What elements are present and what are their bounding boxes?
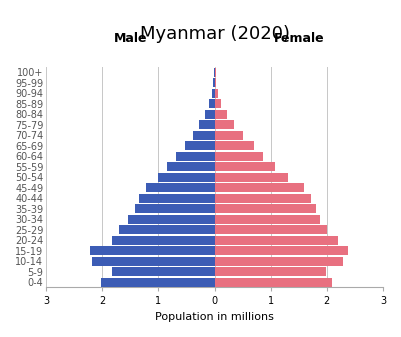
Bar: [205, 110, 215, 119]
Bar: [136, 204, 215, 213]
Bar: [158, 173, 215, 182]
Bar: [215, 89, 219, 98]
Bar: [215, 236, 338, 245]
Bar: [167, 162, 215, 171]
Bar: [215, 173, 288, 182]
Bar: [215, 225, 327, 234]
Bar: [193, 131, 215, 140]
Bar: [139, 194, 215, 203]
Bar: [215, 110, 227, 119]
Bar: [215, 78, 216, 87]
Title: Myanmar (2020): Myanmar (2020): [140, 25, 290, 43]
Bar: [215, 215, 320, 224]
Bar: [199, 120, 215, 129]
Bar: [215, 131, 243, 140]
Bar: [90, 246, 215, 255]
Bar: [215, 152, 263, 161]
Bar: [176, 152, 215, 161]
Bar: [215, 120, 234, 129]
Bar: [212, 89, 215, 98]
Bar: [214, 68, 215, 76]
Bar: [112, 267, 215, 276]
Bar: [215, 183, 304, 192]
Bar: [215, 68, 216, 76]
Bar: [215, 99, 221, 108]
Text: Male: Male: [113, 32, 147, 45]
Bar: [209, 99, 215, 108]
Bar: [101, 278, 215, 287]
Bar: [146, 183, 215, 192]
Bar: [215, 278, 332, 287]
Bar: [215, 246, 348, 255]
Bar: [215, 162, 275, 171]
Bar: [128, 215, 215, 224]
Bar: [215, 141, 254, 150]
Text: Female: Female: [273, 32, 324, 45]
Bar: [112, 236, 215, 245]
Bar: [119, 225, 215, 234]
Bar: [213, 78, 215, 87]
Bar: [215, 257, 342, 266]
Bar: [215, 204, 316, 213]
X-axis label: Population in millions: Population in millions: [155, 312, 274, 322]
Bar: [92, 257, 215, 266]
Bar: [185, 141, 215, 150]
Bar: [215, 194, 311, 203]
Bar: [215, 267, 326, 276]
